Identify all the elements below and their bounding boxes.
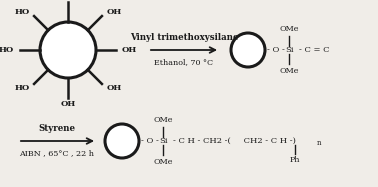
Text: AIBN , 65°C , 22 h: AIBN , 65°C , 22 h [20, 149, 94, 157]
Text: Si: Si [285, 46, 293, 54]
Text: OMe: OMe [153, 158, 173, 166]
Text: Vinyl trimethoxysilane: Vinyl trimethoxysilane [130, 33, 238, 42]
Text: OMe: OMe [153, 116, 173, 124]
Text: n: n [317, 139, 322, 147]
Circle shape [105, 124, 139, 158]
Text: Ethanol, 70 °C: Ethanol, 70 °C [155, 58, 214, 66]
Text: HO: HO [15, 8, 30, 16]
Text: HO: HO [15, 84, 30, 92]
Circle shape [231, 33, 265, 67]
Text: - O -: - O - [141, 137, 159, 145]
Text: Si: Si [159, 137, 167, 145]
Text: OH: OH [60, 100, 76, 108]
Text: OMe: OMe [279, 67, 299, 75]
Text: Styrene: Styrene [39, 124, 76, 133]
Text: - C H - CH2 -(: - C H - CH2 -( [173, 137, 231, 145]
Text: HO: HO [0, 46, 14, 54]
Text: OH: OH [122, 46, 137, 54]
Text: - O -: - O - [267, 46, 285, 54]
Text: OH: OH [106, 84, 121, 92]
Circle shape [40, 22, 96, 78]
Text: - C = C: - C = C [299, 46, 330, 54]
Text: OMe: OMe [279, 25, 299, 33]
Text: CH2 - C H -): CH2 - C H -) [241, 137, 296, 145]
Text: Ph: Ph [290, 156, 300, 164]
Text: OH: OH [106, 8, 121, 16]
